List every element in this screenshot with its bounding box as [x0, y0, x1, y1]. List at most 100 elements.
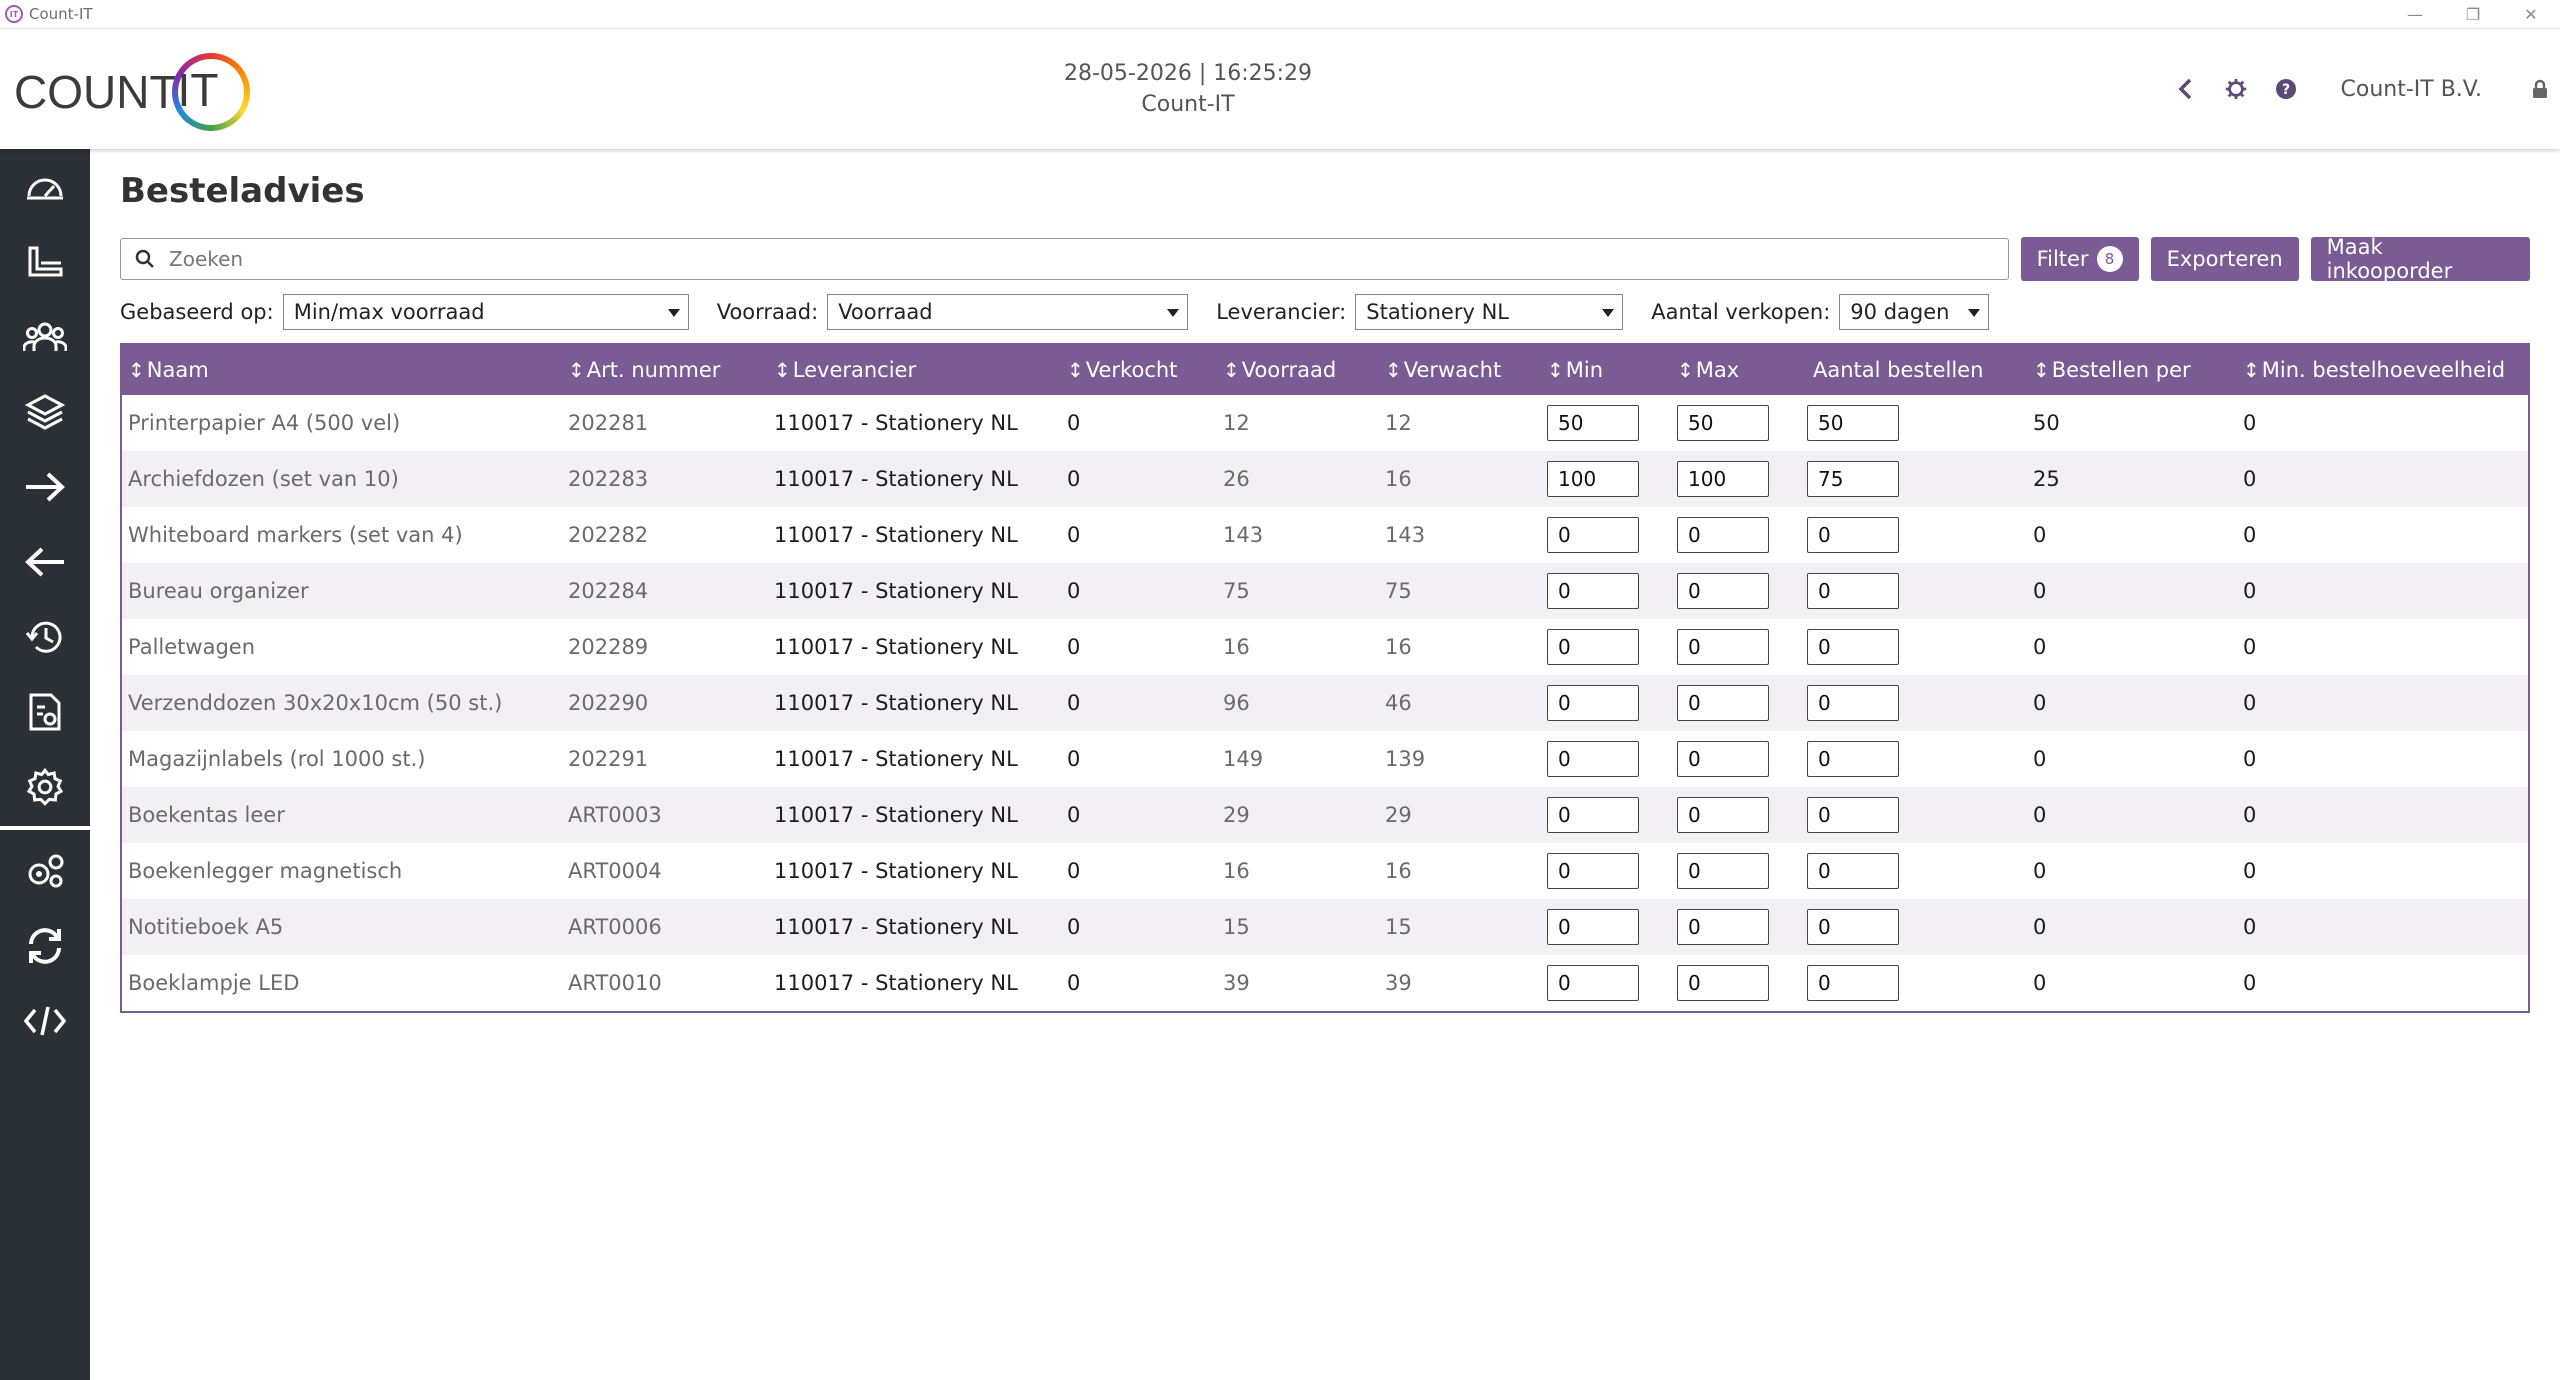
gear-icon[interactable]	[2211, 64, 2261, 114]
min-input[interactable]: 0	[1547, 909, 1639, 945]
table-row[interactable]: Bureau organizer 202284 110017 - Stationer…	[122, 563, 2528, 619]
cell-verwacht: 46	[1379, 675, 1541, 731]
based-on-select[interactable]: Min/max voorraad	[282, 294, 689, 330]
cell-naam-text[interactable]: Bureau organizer	[128, 579, 309, 603]
max-input[interactable]: 50	[1677, 405, 1769, 441]
back-icon[interactable]	[2161, 64, 2211, 114]
help-icon[interactable]: ?	[2261, 64, 2311, 114]
sync-icon[interactable]	[0, 908, 90, 983]
cell-naam-text[interactable]: Boekentas leer	[128, 803, 285, 827]
filter-button[interactable]: Filter 8	[2020, 237, 2139, 281]
history-icon[interactable]	[0, 599, 90, 674]
table-row[interactable]: Notitieboek A5 ART0006 110017 - Stationery…	[122, 899, 2528, 955]
cell-naam-text[interactable]: Notitieboek A5	[128, 915, 284, 939]
col-verwacht[interactable]: ↕ Verwacht	[1379, 345, 1541, 395]
min-input[interactable]: 0	[1547, 517, 1639, 553]
table-row[interactable]: Boekentas leer ART0003 110017 - Stationery…	[122, 787, 2528, 843]
multi-gear-icon[interactable]	[0, 833, 90, 908]
col-leverancier[interactable]: ↕ Leverancier	[768, 345, 1061, 395]
min-input[interactable]: 0	[1547, 965, 1639, 1001]
col-voorraad[interactable]: ↕ Voorraad	[1217, 345, 1379, 395]
count-it-logo[interactable]: COUNT IT	[14, 53, 250, 131]
aantal-bestellen-input[interactable]: 0	[1807, 685, 1899, 721]
aantal-bestellen-input[interactable]: 75	[1807, 461, 1899, 497]
table-row[interactable]: Printerpapier A4 (500 vel) 202281 110017 -…	[122, 395, 2528, 451]
col-verkocht[interactable]: ↕ Verkocht	[1061, 345, 1217, 395]
cell-naam-text[interactable]: Palletwagen	[128, 635, 256, 659]
col-min[interactable]: ↕ Min	[1541, 345, 1671, 395]
export-button[interactable]: Exporteren	[2150, 237, 2299, 281]
max-input[interactable]: 0	[1677, 573, 1769, 609]
lock-icon[interactable]	[2520, 64, 2560, 114]
min-input[interactable]: 50	[1547, 405, 1639, 441]
cell-naam-text[interactable]: Whiteboard markers (set van 4)	[128, 523, 463, 547]
aantal-bestellen-input[interactable]: 0	[1807, 909, 1899, 945]
min-input[interactable]: 100	[1547, 461, 1639, 497]
aantal-bestellen-input[interactable]: 0	[1807, 965, 1899, 1001]
dashboard-icon[interactable]	[0, 149, 90, 224]
min-input[interactable]: 0	[1547, 853, 1639, 889]
cell-naam-text[interactable]: Verzenddozen 30x20x10cm (50 st.)	[128, 691, 503, 715]
company-name[interactable]: Count-IT B.V.	[2340, 76, 2483, 102]
table-row[interactable]: Boekenlegger magnetisch ART0004 110017 - S…	[122, 843, 2528, 899]
aantal-bestellen-input[interactable]: 0	[1807, 797, 1899, 833]
col-bestellen-per[interactable]: ↕ Bestellen per	[2027, 345, 2237, 395]
table-row[interactable]: Verzenddozen 30x20x10cm (50 st.) 202290 11…	[122, 675, 2528, 731]
stock-select[interactable]: Voorraad	[827, 294, 1189, 330]
users-icon[interactable]	[0, 299, 90, 374]
col-min-bestelhoeveelheid[interactable]: ↕ Min. bestelhoeveelheid	[2237, 345, 2528, 395]
supplier-select[interactable]: Stationery NL	[1355, 294, 1624, 330]
min-input[interactable]: 0	[1547, 573, 1639, 609]
min-input[interactable]: 0	[1547, 685, 1639, 721]
aantal-bestellen-input[interactable]: 0	[1807, 741, 1899, 777]
desk-icon[interactable]	[0, 224, 90, 299]
max-input[interactable]: 0	[1677, 629, 1769, 665]
sales-period-select[interactable]: 90 dagen	[1839, 294, 1990, 330]
table-row[interactable]: Archiefdozen (set van 10) 202283 110017 - …	[122, 451, 2528, 507]
create-purchase-order-button[interactable]: Maak inkooporder	[2310, 235, 2530, 283]
table-row[interactable]: Magazijnlabels (rol 1000 st.) 202291 11001…	[122, 731, 2528, 787]
settings-icon[interactable]	[0, 749, 90, 824]
col-label: Naam	[146, 358, 209, 382]
aantal-bestellen-input[interactable]: 0	[1807, 573, 1899, 609]
cell-naam-text[interactable]: Magazijnlabels (rol 1000 st.)	[128, 747, 426, 771]
table-row[interactable]: Palletwagen 202289 110017 - Stationery NL 0…	[122, 619, 2528, 675]
max-input[interactable]: 0	[1677, 797, 1769, 833]
aantal-bestellen-input[interactable]: 0	[1807, 853, 1899, 889]
maximize-button[interactable]: ❐	[2465, 5, 2481, 24]
aantal-bestellen-input[interactable]: 0	[1807, 629, 1899, 665]
table-row[interactable]: Whiteboard markers (set van 4) 202282 1100…	[122, 507, 2528, 563]
max-input[interactable]: 0	[1677, 741, 1769, 777]
min-input[interactable]: 0	[1547, 797, 1639, 833]
col-art-nummer[interactable]: ↕ Art. nummer	[562, 345, 768, 395]
cell-naam-text[interactable]: Boeklampje LED	[128, 971, 300, 995]
logo-ring: IT	[171, 53, 250, 131]
search-box[interactable]	[120, 238, 2009, 280]
arrow-left-icon[interactable]	[0, 524, 90, 599]
max-input[interactable]: 0	[1677, 853, 1769, 889]
cell-naam-text[interactable]: Archiefdozen (set van 10)	[128, 467, 399, 491]
search-input[interactable]	[169, 247, 1969, 271]
max-input[interactable]: 0	[1677, 965, 1769, 1001]
layers-icon[interactable]	[0, 374, 90, 449]
cell-naam: Boeklampje LED	[122, 955, 562, 1011]
report-icon[interactable]	[0, 674, 90, 749]
minimize-button[interactable]: —	[2407, 5, 2423, 24]
cell-naam-text[interactable]: Boekenlegger magnetisch	[128, 859, 403, 883]
max-input[interactable]: 100	[1677, 461, 1769, 497]
min-input[interactable]: 0	[1547, 629, 1639, 665]
cell-naam-text[interactable]: Printerpapier A4 (500 vel)	[128, 411, 401, 435]
max-input[interactable]: 0	[1677, 685, 1769, 721]
max-input[interactable]: 0	[1677, 517, 1769, 553]
aantal-bestellen-input[interactable]: 0	[1807, 517, 1899, 553]
max-input[interactable]: 0	[1677, 909, 1769, 945]
code-icon[interactable]	[0, 983, 90, 1058]
arrow-right-icon[interactable]	[0, 449, 90, 524]
aantal-bestellen-input[interactable]: 50	[1807, 405, 1899, 441]
cell-art-nummer: ART0004	[562, 843, 768, 899]
min-input[interactable]: 0	[1547, 741, 1639, 777]
table-row[interactable]: Boeklampje LED ART0010 110017 - Stationery…	[122, 955, 2528, 1011]
close-button[interactable]: ✕	[2524, 5, 2538, 24]
col-naam[interactable]: ↕ Naam	[122, 345, 562, 395]
col-max[interactable]: ↕ Max	[1671, 345, 1801, 395]
